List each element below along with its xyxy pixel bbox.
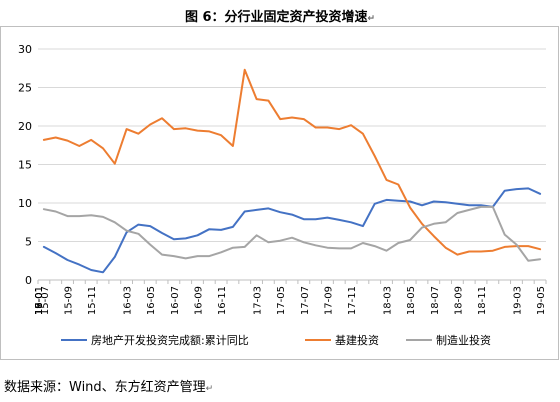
- source-note: 数据来源：Wind、东方红资产管理↵: [4, 376, 213, 395]
- figure-title-text: 图 6：分行业固定资产投资增速: [184, 10, 368, 25]
- x-tick-label: 16-03: [123, 286, 134, 315]
- x-tick-label: 16-01: [34, 286, 45, 315]
- y-tick-label: 25: [18, 82, 32, 95]
- series-line-2: [42, 68, 542, 256]
- y-tick-label: 10: [18, 197, 32, 210]
- x-tick-label: 18-09: [453, 286, 464, 315]
- x-tick-label: 16-09: [193, 286, 204, 315]
- x-tick-labels: 15-07 15-09 15-11 16-01 16-03 16-05 16-07 16-09…: [34, 286, 547, 315]
- x-tick-label: 18-01: [34, 286, 45, 315]
- x-tick-label: 16-05: [146, 286, 157, 315]
- x-tick-label: 19-03: [512, 286, 523, 315]
- x-tick-label: 17-03: [253, 286, 264, 315]
- y-tick-label: 15: [18, 159, 32, 172]
- x-tick-label: 19-05: [536, 286, 547, 315]
- x-tick-label: 15-11: [87, 286, 98, 315]
- y-tick-label: 0: [25, 274, 32, 287]
- paragraph-mark-icon: ↵: [367, 14, 376, 24]
- x-tick-label: 18-03: [383, 286, 394, 315]
- y-tick-label: 5: [25, 236, 32, 249]
- x-tick-label: 17-09: [323, 286, 334, 315]
- legend-label: 房地产开发投资完成额:累计同比: [91, 333, 249, 347]
- y-tick-labels: 0 5 10 15 20 25 30: [18, 43, 32, 287]
- figure-title: 图 6：分行业固定资产投资增速↵: [0, 6, 560, 25]
- x-tick-label: 17-05: [276, 286, 287, 315]
- chart-frame: 0 5 10 15 20 25 30 15-07 15-09 15-11 16-01 16-03 16…: [0, 26, 559, 360]
- legend-label: 制造业投资: [436, 333, 491, 347]
- legend-label: 基建投资: [335, 333, 379, 347]
- gridlines: [38, 48, 546, 242]
- x-tick-label: 17-01: [34, 286, 45, 315]
- x-tick-label: 18-07: [430, 286, 441, 315]
- series-lines: [42, 68, 542, 274]
- axes: [37, 279, 547, 284]
- y-tick-label: 30: [18, 43, 32, 56]
- x-tick-label: 16-07: [170, 286, 181, 315]
- x-tick-label: 15-07: [40, 286, 51, 315]
- x-tick-label: 17-11: [347, 286, 358, 315]
- line-chart: 0 5 10 15 20 25 30 15-07 15-09 15-11 16-01 16-03 16…: [18, 43, 547, 347]
- x-tick-label: 15-09: [64, 286, 75, 315]
- x-tick-label: 17-07: [300, 286, 311, 315]
- x-tick-label: 18-11: [477, 286, 488, 315]
- paragraph-mark-icon: ↵: [205, 384, 214, 394]
- x-tick-label: 16-11: [217, 286, 228, 315]
- x-tick-label: 19-01: [34, 286, 45, 315]
- source-text: 数据来源：Wind、东方红资产管理: [4, 380, 206, 395]
- legend: 房地产开发投资完成额:累计同比 基建投资 制造业投资: [61, 333, 491, 347]
- x-tick-label: 18-05: [406, 286, 417, 315]
- y-tick-label: 20: [18, 120, 32, 133]
- series-line-3: [42, 205, 542, 262]
- series-line-1: [42, 187, 542, 274]
